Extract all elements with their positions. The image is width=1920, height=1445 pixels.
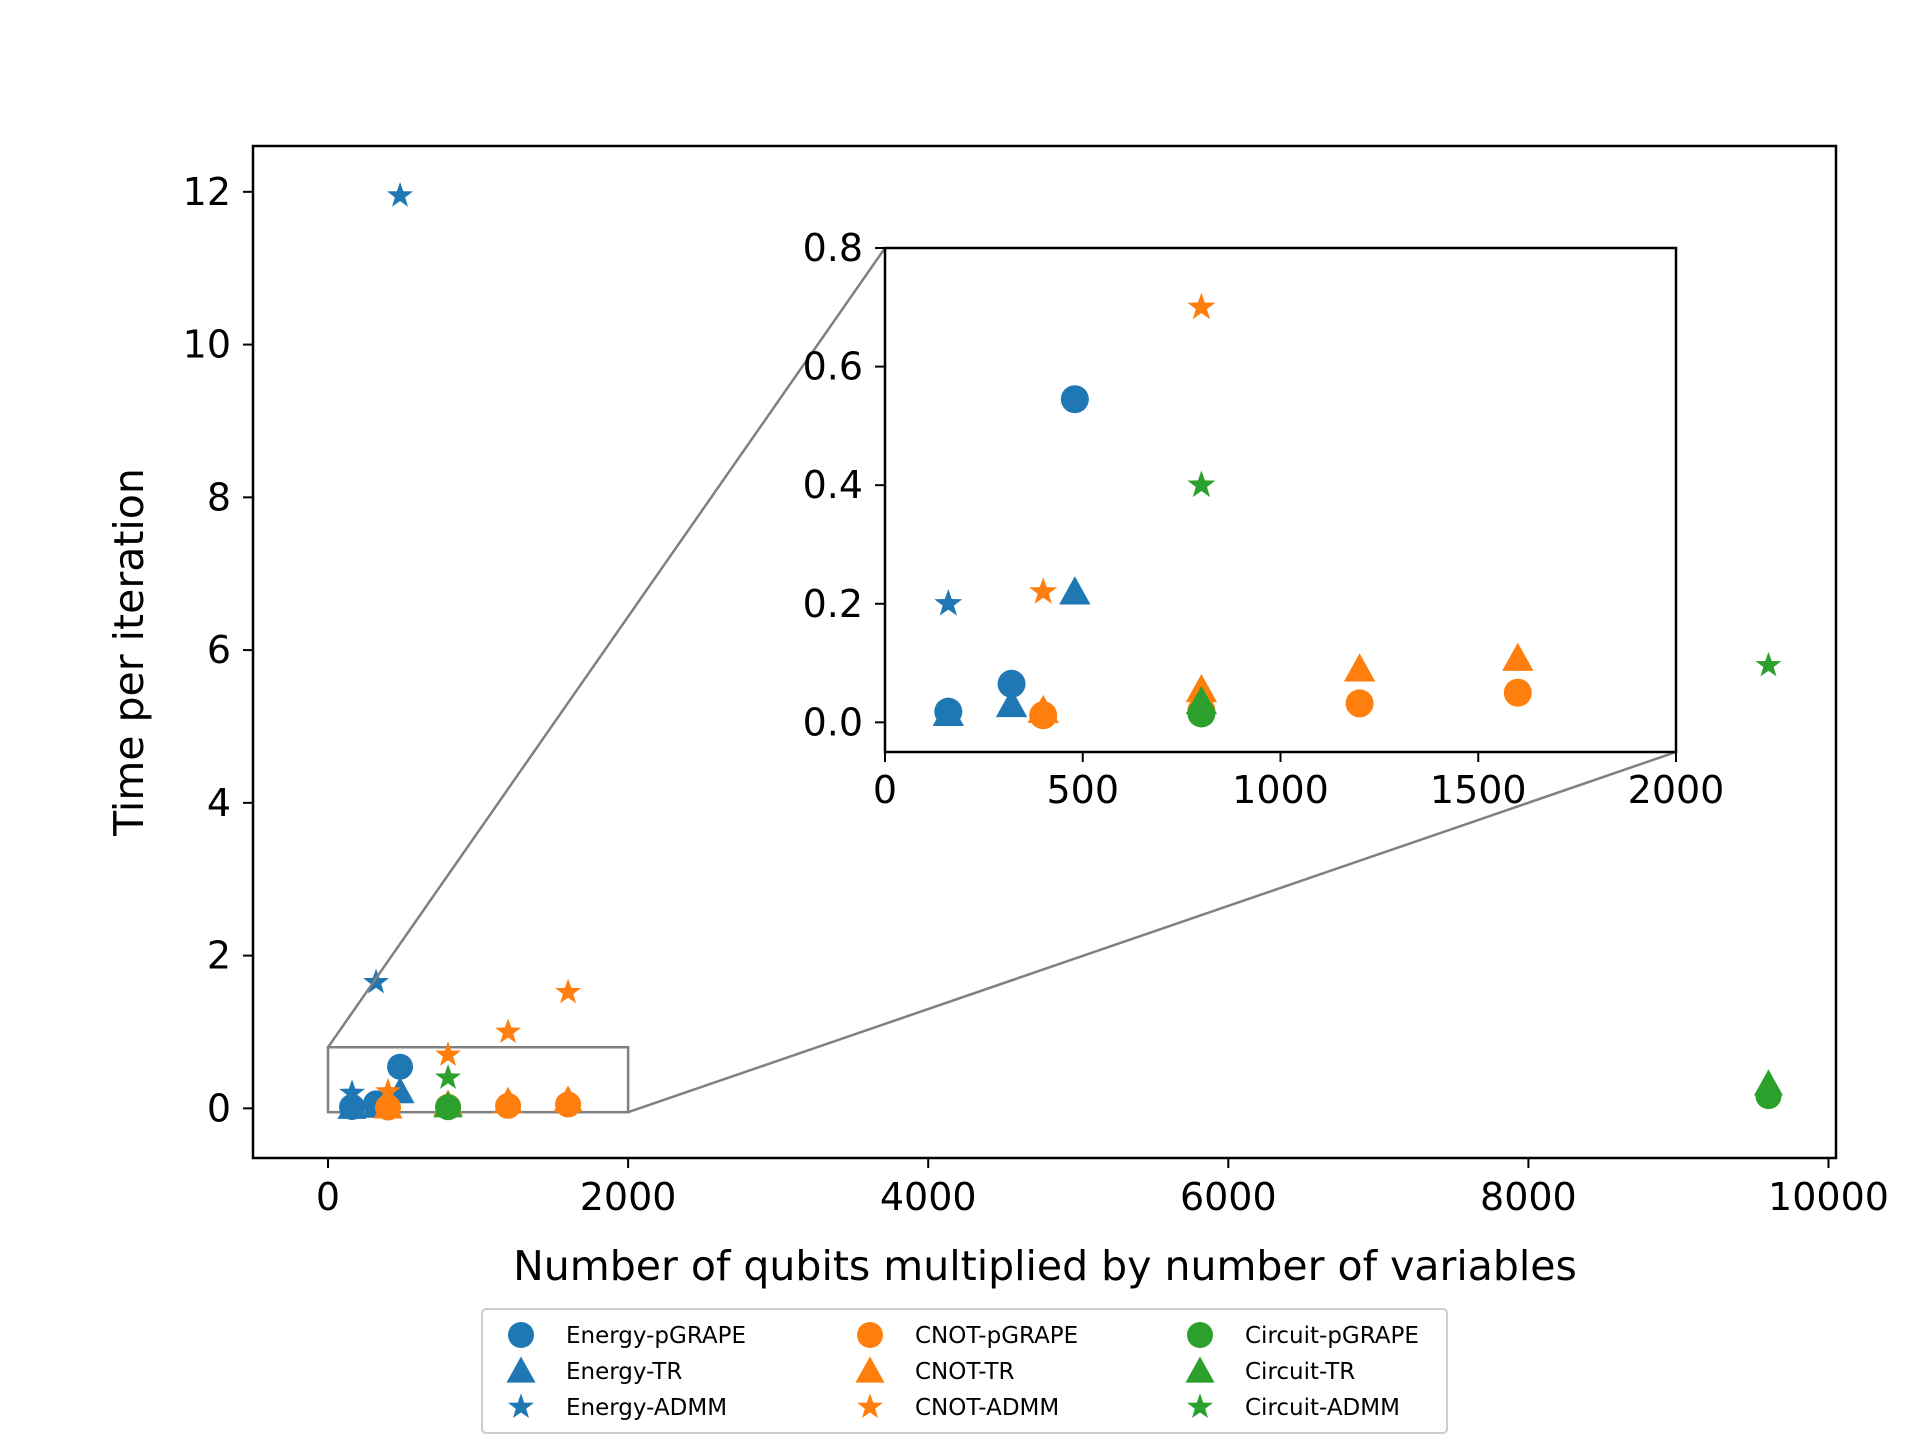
legend-marker (857, 1393, 883, 1419)
legend-entry-label: Circuit-pGRAPE (1245, 1323, 1419, 1349)
plot-frame (251, 144, 1838, 1160)
inset-y-tick-label: 0.6 (803, 345, 863, 389)
inset-frame (883, 246, 1678, 754)
data-point (493, 1086, 523, 1114)
legend-entry-label: CNOT-pGRAPE (915, 1323, 1078, 1349)
x-axis-title: Number of qubits multiplied by number of… (513, 1242, 1577, 1290)
data-point (553, 1085, 583, 1112)
inset-x-tick-label: 0 (873, 768, 897, 812)
inset-data-point (995, 688, 1028, 718)
inset-x-tick-label: 2000 (1628, 768, 1725, 812)
inset-data-point (1187, 470, 1216, 498)
legend-entry-label: CNOT-ADMM (915, 1395, 1059, 1421)
inset-x-tick-label: 1500 (1430, 768, 1527, 812)
inset-points (932, 292, 1534, 730)
data-point (363, 968, 390, 994)
data-point (435, 1064, 462, 1089)
legend-marker (855, 1356, 885, 1383)
y-tick-label: 6 (207, 628, 231, 672)
y-tick-label: 8 (207, 475, 231, 519)
inset-data-point (1503, 678, 1532, 707)
data-point (339, 1079, 366, 1105)
data-point (387, 182, 414, 207)
y-axis-title: Time per iteration (105, 468, 153, 837)
inset-data-point (1027, 694, 1059, 724)
x-tick-label: 8000 (1480, 1175, 1577, 1219)
inset-y-tick-label: 0.0 (803, 700, 863, 744)
data-point (375, 1077, 402, 1103)
inset-y-tick-label: 0.8 (803, 226, 863, 270)
inset-data-point (1060, 385, 1089, 414)
legend-entry-label: Energy-TR (566, 1359, 682, 1385)
inset-data-point (1345, 689, 1374, 718)
legend-marker (1187, 1393, 1213, 1419)
data-point (435, 1041, 462, 1066)
inset-data-point (997, 669, 1026, 698)
legend-entry-label: Circuit-TR (1245, 1359, 1355, 1385)
inset-x-tick-label: 500 (1046, 768, 1119, 812)
zoom-connector-line (326, 247, 887, 1048)
data-point (495, 1018, 522, 1044)
legend-marker (1185, 1356, 1215, 1383)
data-point (1755, 651, 1782, 677)
inset-data-point (1343, 653, 1376, 682)
zoom-connector-line (627, 750, 1677, 1114)
data-point (1753, 1069, 1784, 1096)
inset-data-point (1187, 292, 1216, 320)
inset-data-point (1029, 577, 1058, 604)
inset-y-tick-label: 0.4 (803, 463, 863, 507)
legend-marker (857, 1322, 883, 1348)
zoom-region-box (326, 1046, 630, 1114)
data-point (337, 1092, 367, 1119)
inset-x-tick-label: 1000 (1232, 768, 1329, 812)
x-tick-label: 2000 (580, 1175, 677, 1219)
inset-y-tick-label: 0.2 (803, 582, 863, 626)
x-tick-label: 6000 (1180, 1175, 1277, 1219)
x-tick-label: 10000 (1768, 1175, 1889, 1219)
legend-entry-label: Energy-ADMM (566, 1395, 727, 1421)
y-tick-label: 10 (183, 323, 231, 367)
inset-background (885, 248, 1676, 752)
data-point (387, 1053, 414, 1080)
x-tick-label: 0 (316, 1175, 340, 1219)
legend-entry-label: Circuit-ADMM (1245, 1395, 1400, 1421)
legend-marker (506, 1356, 536, 1383)
legend-marker (1187, 1322, 1213, 1348)
y-tick-label: 0 (207, 1086, 231, 1130)
legend-marker (508, 1393, 534, 1419)
legend-marker (508, 1322, 534, 1348)
inset-data-point (934, 589, 963, 616)
y-tick-label: 2 (207, 934, 231, 978)
legend-entry-label: CNOT-TR (915, 1359, 1015, 1385)
legend-entry-label: Energy-pGRAPE (566, 1323, 746, 1349)
inset-data-point (1059, 576, 1091, 605)
x-tick-label: 4000 (880, 1175, 977, 1219)
data-point (433, 1091, 463, 1118)
inset-data-point (1185, 685, 1218, 715)
inset-data-point (932, 697, 964, 727)
data-point (555, 978, 582, 1004)
y-tick-label: 12 (183, 170, 231, 214)
y-tick-label: 4 (207, 781, 231, 825)
data-point (373, 1092, 403, 1119)
inset-data-point (1502, 642, 1534, 671)
